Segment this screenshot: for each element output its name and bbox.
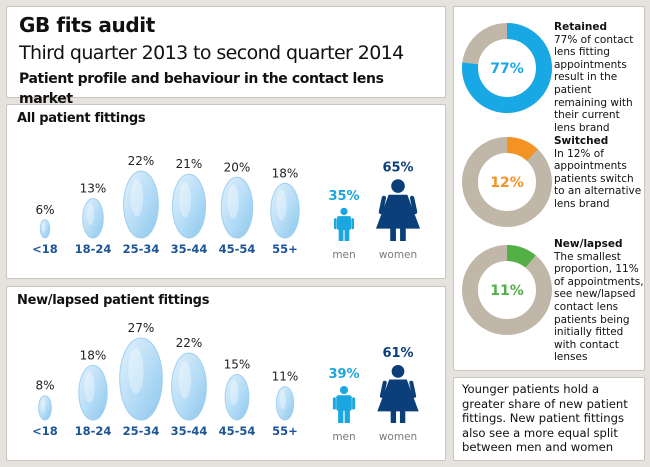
gender-label: men xyxy=(332,249,355,261)
men-icon xyxy=(334,207,354,241)
bar-value-label: 21% xyxy=(176,157,203,171)
bar-category-label: 45-54 xyxy=(219,424,256,438)
lens-bar xyxy=(275,386,295,421)
new-lapsed-description: The smallest proportion, 11% of appointm… xyxy=(554,250,644,364)
bar-value-label: 13% xyxy=(80,182,107,196)
bar-value-label: 27% xyxy=(128,321,155,335)
bar-value-label: 6% xyxy=(35,203,54,217)
new-lapsed-text: New/lapsed The smallest proportion, 11% … xyxy=(554,238,644,364)
new-lapsed-slice-label: 11% xyxy=(490,283,524,299)
bar-value-label: 11% xyxy=(272,370,299,384)
lens-bar xyxy=(270,182,300,239)
lens-highlight xyxy=(42,221,46,233)
bar-category-label: 25-34 xyxy=(123,242,160,256)
women-icon xyxy=(377,365,419,423)
men-icon xyxy=(332,385,356,423)
new-lapsed-donut: 11% xyxy=(462,245,552,335)
page-title: GB fits audit xyxy=(19,13,155,37)
all-fittings-panel: All patient fittings 6% <18 13% 18-24 22% 25-… xyxy=(6,104,446,279)
lens-bar xyxy=(119,337,163,421)
bar-category-label: 55+ xyxy=(272,424,298,438)
bar-value-label: 22% xyxy=(128,154,155,168)
lens-highlight xyxy=(128,347,144,394)
bar-category-label: 35-44 xyxy=(171,242,208,256)
all-fittings-title: All patient fittings xyxy=(17,111,146,126)
gender-label: women xyxy=(379,431,417,443)
lens-highlight xyxy=(84,371,95,403)
gender-label: women xyxy=(379,249,417,261)
lens-bar xyxy=(220,176,254,239)
switched-slice xyxy=(506,137,538,162)
switched-text: Switched In 12% of appointments patients… xyxy=(554,135,644,211)
bar-category-label: <18 xyxy=(32,242,58,256)
lens-bar xyxy=(82,198,104,239)
lens-highlight xyxy=(179,181,191,218)
lens-bar xyxy=(171,173,207,239)
new-fittings-title: New/lapsed patient fittings xyxy=(17,293,210,308)
outcomes-panel: 77% Retained 77% of contact lens fitting… xyxy=(453,6,645,371)
gender-value-label: 65% xyxy=(382,160,413,175)
bar-value-label: 22% xyxy=(176,336,203,350)
retained-title: Retained xyxy=(554,21,608,33)
bar-value-label: 8% xyxy=(35,379,54,393)
bar-category-label: 55+ xyxy=(272,242,298,256)
bar-category-label: 25-34 xyxy=(123,424,160,438)
page-subtitle: Third quarter 2013 to second quarter 201… xyxy=(19,42,404,64)
lens-highlight xyxy=(178,361,192,399)
lens-highlight xyxy=(86,203,95,226)
lens-bar xyxy=(78,364,108,421)
women-icon xyxy=(375,179,421,241)
retained-donut: 77% xyxy=(462,23,552,113)
bar-category-label: 18-24 xyxy=(75,242,112,256)
lens-bar xyxy=(39,219,51,239)
gender-label: men xyxy=(332,431,355,443)
retained-slice-label: 77% xyxy=(490,61,524,77)
new-lapsed-title: New/lapsed xyxy=(554,238,623,250)
switched-description: In 12% of appointments patients switch t… xyxy=(554,147,642,210)
new-lapsed-slice xyxy=(506,245,536,268)
lens-highlight xyxy=(41,398,46,413)
new-fittings-chart: 8% <18 18% 18-24 27% 25-34 22% 35-44 15% 45-54 11%… xyxy=(32,321,419,443)
bar-category-label: 45-54 xyxy=(219,242,256,256)
bar-category-label: 35-44 xyxy=(171,424,208,438)
lens-highlight xyxy=(130,179,144,217)
bar-value-label: 18% xyxy=(272,166,299,180)
all-fittings-chart: 6% <18 13% 18-24 22% 25-34 21% 35-44 20% 45-54 18%… xyxy=(32,154,421,261)
switched-title: Switched xyxy=(554,135,609,147)
bar-value-label: 18% xyxy=(80,348,107,362)
gender-value-label: 61% xyxy=(382,346,413,361)
retained-text: Retained 77% of contact lens fitting app… xyxy=(554,21,644,134)
summary-note: Younger patients hold a greater share of… xyxy=(453,377,645,461)
switched-slice-label: 12% xyxy=(490,175,524,191)
lens-bar xyxy=(38,395,52,421)
bar-category-label: 18-24 xyxy=(75,424,112,438)
header-panel: GB fits audit Third quarter 2013 to seco… xyxy=(6,6,446,107)
bar-value-label: 20% xyxy=(224,160,251,174)
page-heading: Patient profile and behaviour in the con… xyxy=(19,71,384,107)
retained-description: 77% of contact lens fitting appointments… xyxy=(554,33,634,134)
lens-highlight xyxy=(227,184,239,219)
lens-bar xyxy=(123,170,159,239)
gender-value-label: 35% xyxy=(328,189,359,204)
lens-highlight xyxy=(276,189,287,221)
switched-donut: 12% xyxy=(462,137,552,227)
new-fittings-panel: New/lapsed patient fittings 8% <18 18% 18-2… xyxy=(6,286,446,461)
bar-category-label: <18 xyxy=(32,424,58,438)
lens-bar xyxy=(171,352,207,421)
lens-highlight xyxy=(229,379,239,406)
lens-highlight xyxy=(279,390,287,410)
bar-value-label: 15% xyxy=(224,357,251,371)
retained-slice xyxy=(462,23,552,113)
gender-value-label: 39% xyxy=(328,367,359,382)
lens-bar xyxy=(224,373,250,421)
